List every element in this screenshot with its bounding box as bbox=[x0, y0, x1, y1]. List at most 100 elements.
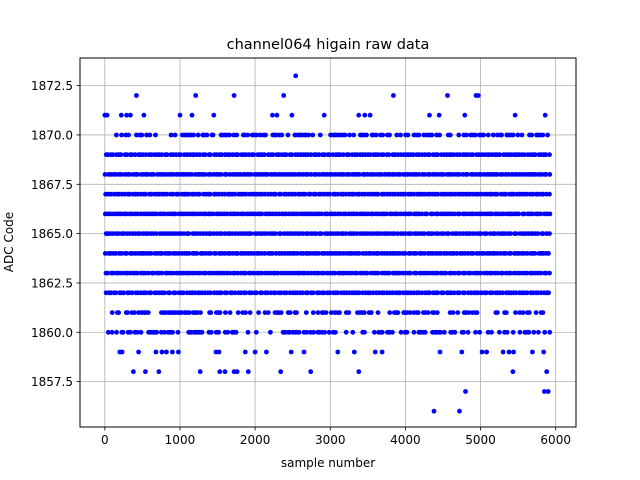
data-point bbox=[459, 349, 465, 355]
data-point bbox=[327, 152, 332, 158]
data-point bbox=[424, 211, 430, 217]
data-point bbox=[466, 310, 472, 315]
data-point bbox=[113, 290, 119, 296]
data-point bbox=[208, 172, 214, 177]
data-point bbox=[148, 251, 154, 256]
data-point bbox=[124, 112, 129, 118]
data-point bbox=[343, 211, 348, 217]
data-point bbox=[441, 172, 446, 177]
data-point bbox=[497, 329, 502, 335]
x-tick-label: 0 bbox=[101, 433, 109, 447]
data-point bbox=[375, 270, 381, 276]
data-point bbox=[241, 211, 246, 217]
data-point bbox=[302, 191, 308, 197]
data-point bbox=[283, 152, 289, 158]
data-point bbox=[494, 191, 500, 197]
data-point bbox=[225, 329, 231, 335]
data-point bbox=[207, 152, 213, 158]
data-point bbox=[394, 211, 400, 217]
data-point bbox=[378, 172, 384, 177]
data-point bbox=[134, 93, 139, 98]
data-point bbox=[343, 329, 349, 335]
data-point bbox=[529, 132, 535, 138]
data-point bbox=[114, 329, 119, 335]
data-point bbox=[105, 329, 111, 335]
data-point bbox=[531, 329, 537, 335]
data-point bbox=[450, 310, 456, 315]
data-point bbox=[279, 132, 285, 138]
data-point bbox=[222, 369, 228, 375]
data-point bbox=[251, 270, 257, 276]
data-point bbox=[281, 93, 287, 98]
data-point bbox=[145, 172, 151, 177]
data-point bbox=[153, 211, 159, 217]
data-point bbox=[327, 290, 333, 296]
data-point bbox=[162, 329, 167, 335]
data-point bbox=[503, 251, 509, 256]
data-point bbox=[346, 152, 352, 158]
data-point bbox=[435, 152, 440, 158]
data-point bbox=[457, 211, 462, 217]
data-point bbox=[462, 290, 467, 296]
y-axis-ticks: 1857.5 1860.0 1862.5 1865.0 1867.5 1870.0 1872… bbox=[31, 79, 80, 389]
data-point bbox=[538, 211, 543, 217]
data-point bbox=[410, 152, 416, 158]
y-tick-label: 1867.5 bbox=[31, 178, 73, 192]
data-point bbox=[324, 211, 330, 217]
data-point bbox=[189, 112, 195, 118]
data-point bbox=[337, 310, 342, 315]
data-point bbox=[317, 132, 323, 138]
data-point bbox=[421, 231, 427, 237]
data-point bbox=[408, 270, 413, 276]
data-point bbox=[478, 270, 484, 276]
data-point bbox=[278, 191, 284, 197]
data-point bbox=[524, 290, 530, 296]
data-point bbox=[204, 132, 210, 138]
data-point bbox=[457, 152, 463, 158]
data-point bbox=[362, 112, 368, 118]
data-point bbox=[208, 310, 214, 315]
data-point bbox=[139, 132, 145, 138]
data-point bbox=[500, 349, 506, 355]
data-point bbox=[189, 172, 195, 177]
data-point bbox=[478, 191, 484, 197]
data-point bbox=[208, 251, 213, 256]
data-point bbox=[478, 172, 484, 177]
data-point bbox=[156, 369, 162, 375]
data-point bbox=[546, 290, 551, 296]
data-point bbox=[243, 191, 249, 197]
data-point bbox=[167, 251, 173, 256]
data-point bbox=[445, 93, 450, 98]
data-point bbox=[278, 290, 284, 296]
data-point bbox=[332, 270, 338, 276]
data-point bbox=[148, 191, 154, 197]
data-point bbox=[234, 132, 240, 138]
data-point bbox=[437, 132, 442, 138]
data-point bbox=[194, 251, 200, 256]
data-point bbox=[545, 132, 550, 138]
data-point bbox=[219, 290, 224, 296]
data-point bbox=[104, 112, 110, 118]
data-point bbox=[170, 191, 176, 197]
data-point bbox=[503, 191, 509, 197]
data-point bbox=[235, 152, 241, 158]
data-point bbox=[495, 270, 501, 276]
data-point bbox=[510, 191, 516, 197]
data-point bbox=[305, 172, 311, 177]
data-point bbox=[464, 172, 470, 177]
x-tick-label: 4000 bbox=[390, 433, 421, 447]
data-point bbox=[435, 231, 441, 237]
data-point bbox=[235, 211, 241, 217]
data-point bbox=[177, 112, 183, 118]
y-axis-label: ADC Code bbox=[2, 212, 16, 272]
data-point bbox=[114, 132, 119, 138]
data-point bbox=[470, 152, 476, 158]
data-point bbox=[402, 251, 408, 256]
data-point bbox=[176, 191, 181, 197]
data-point bbox=[494, 251, 500, 256]
data-point bbox=[278, 231, 284, 237]
data-point bbox=[470, 231, 476, 237]
data-point bbox=[354, 231, 359, 237]
data-point bbox=[333, 329, 338, 335]
data-point bbox=[148, 290, 154, 296]
